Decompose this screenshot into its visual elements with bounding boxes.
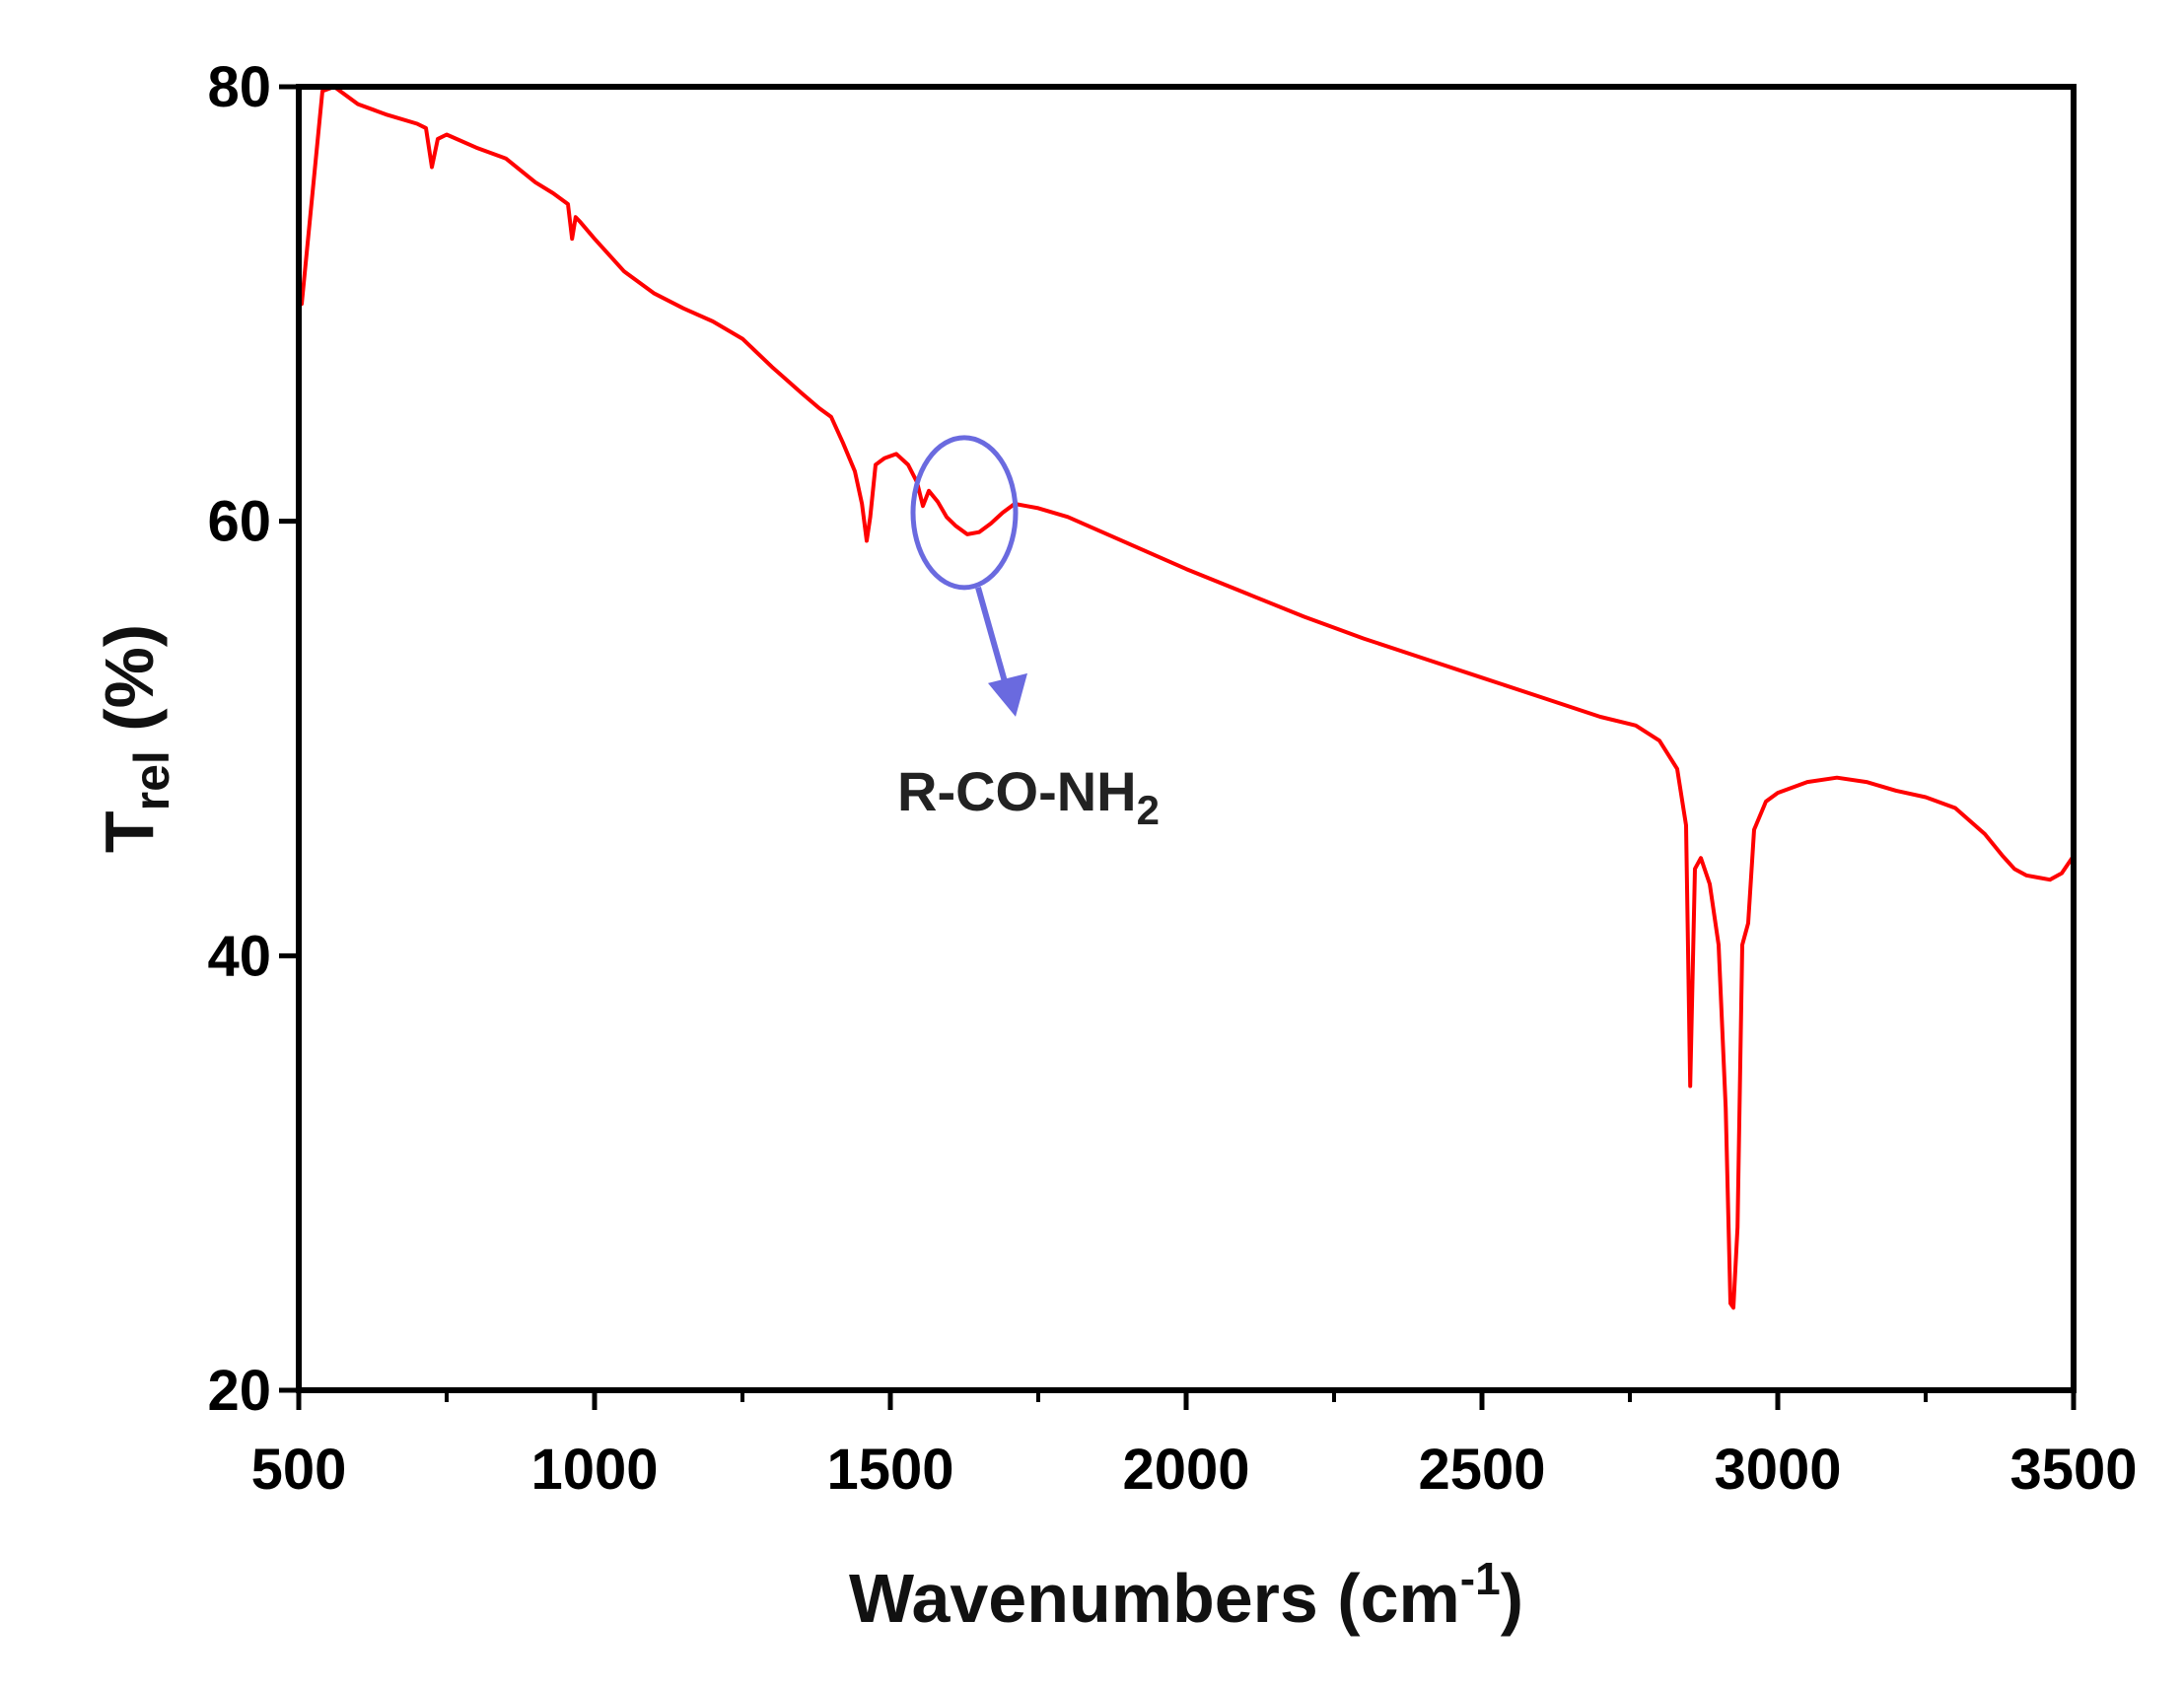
- y-axis-title-main: T: [91, 810, 168, 853]
- y-tick-label: 40: [207, 924, 271, 988]
- y-axis-title-sub: rel: [124, 750, 179, 810]
- x-axis-title: Wavenumbers (cm-1): [849, 1553, 1523, 1637]
- y-tick-label: 80: [207, 55, 271, 119]
- y-axis-title-tail: (%): [91, 624, 168, 750]
- annotation-label-main: R-CO-NH: [897, 760, 1137, 822]
- x-tick-label: 2000: [1122, 1438, 1249, 1502]
- y-tick-label: 20: [207, 1359, 271, 1423]
- x-axis-title-sup: -1: [1460, 1553, 1501, 1604]
- annotation-group: R-CO-NH2: [897, 435, 1160, 833]
- spectrum-line: [297, 85, 2076, 1310]
- x-axis-title-tail: ): [1501, 1560, 1523, 1637]
- y-axis-ticks: 20 40 60 80: [207, 55, 299, 1423]
- annotation-circle: [910, 435, 1019, 591]
- annotation-label: R-CO-NH2: [897, 760, 1160, 833]
- annotation-arrow-line: [975, 587, 1009, 686]
- annotation-label-sub: 2: [1137, 787, 1160, 833]
- x-axis-title-main: Wavenumbers (cm: [849, 1560, 1460, 1637]
- y-axis-title: Trel (%): [91, 624, 179, 853]
- x-tick-label: 2500: [1418, 1438, 1545, 1502]
- x-tick-label: 3500: [2009, 1438, 2137, 1502]
- x-tick-label: 500: [251, 1438, 347, 1502]
- x-tick-label: 1500: [826, 1438, 953, 1502]
- y-tick-label: 60: [207, 490, 271, 554]
- x-tick-label: 1000: [530, 1438, 658, 1502]
- x-tick-label: 3000: [1714, 1438, 1841, 1502]
- annotation-arrow-head: [988, 672, 1027, 717]
- x-axis-ticks: 500 1000 1500 2000 2500 3000 3500: [251, 1390, 2138, 1502]
